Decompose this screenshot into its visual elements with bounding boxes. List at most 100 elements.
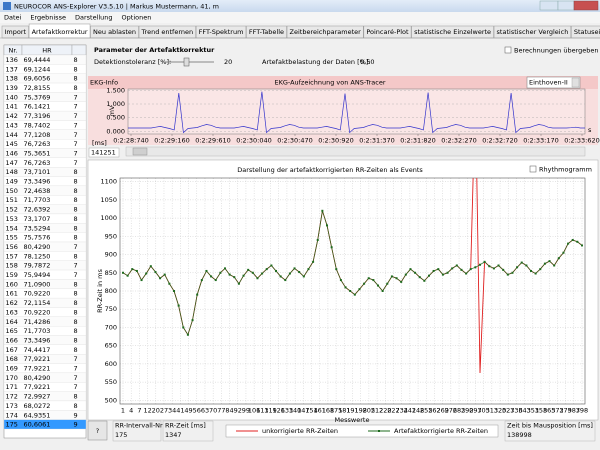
table-cell: 146: [6, 149, 18, 157]
x-tick-label: 205: [363, 407, 375, 415]
rr-point: [233, 276, 236, 279]
rr-point: [270, 264, 273, 267]
rr-point: [140, 279, 143, 282]
minimize-button[interactable]: [539, 0, 559, 11]
table-cell: 79,7872: [24, 262, 51, 270]
scrollbar-thumb[interactable]: [132, 147, 148, 156]
y-tick-label: 1.000: [106, 100, 125, 108]
x-tick-label: 113: [256, 407, 268, 415]
rr-point: [256, 277, 259, 280]
rr-point: [265, 268, 268, 271]
table-cell: 173: [6, 402, 18, 410]
x-tick-label: 0:2:29:160: [154, 137, 190, 145]
x-tick-label: 0:2:29:610: [195, 137, 231, 145]
menu-item[interactable]: Optionen: [122, 14, 152, 22]
table-cell: 8: [74, 178, 78, 186]
tab[interactable]: [571, 25, 600, 39]
x-tick-label: 297: [469, 407, 481, 415]
table-cell: 8: [74, 252, 78, 260]
rr-line: [122, 210, 583, 336]
x-tick-label: 147: [297, 407, 309, 415]
rr-point: [386, 282, 389, 285]
checkbox[interactable]: [504, 46, 512, 54]
rr-point: [432, 269, 435, 272]
rr-point: [186, 333, 189, 336]
plot-frame: [119, 177, 586, 405]
table-cell: 148: [6, 168, 18, 176]
help-button[interactable]: [87, 420, 108, 441]
rr-point: [200, 279, 203, 282]
menu-item[interactable]: Datei: [4, 14, 22, 22]
x-tick-label: 365: [543, 407, 555, 415]
rr-point: [298, 271, 301, 274]
parameter-title: Parameter der Artefaktkorrektur: [94, 46, 215, 54]
rr-point: [261, 272, 264, 275]
rr-point: [228, 273, 231, 276]
y-tick-label: 1100: [100, 178, 117, 186]
table-cell: 172: [6, 393, 18, 401]
tab-label: Poincaré-Plot: [366, 28, 409, 36]
table-cell: 76,7263: [24, 159, 51, 167]
ekg-header: [88, 76, 598, 89]
lead-dropdown[interactable]: [526, 76, 581, 89]
table-cell: 170: [6, 374, 18, 382]
table-cell: 8: [74, 56, 78, 64]
legend-label: Artefaktkorrigierte RR-Zeiten: [394, 427, 488, 435]
rr-point: [237, 282, 240, 285]
rr-point: [492, 267, 495, 270]
x-tick-label: 12: [143, 407, 151, 415]
x-tick-label: 20: [152, 407, 160, 415]
table-cell: 149: [6, 178, 18, 186]
rr-point: [219, 271, 222, 274]
legend-label: unkorrigierte RR-Zeiten: [262, 427, 338, 435]
y-axis-label: mV: [108, 105, 116, 116]
tab-label: Trend entfernen: [141, 28, 194, 36]
rr-point: [372, 279, 375, 282]
x-tick-label: 168: [322, 407, 334, 415]
rr-point: [400, 280, 403, 283]
rr-point: [557, 257, 560, 260]
table-cell: 7: [74, 159, 78, 167]
rr-point: [182, 326, 185, 329]
rr-point: [483, 260, 486, 263]
menu-item[interactable]: Ergebnisse: [30, 14, 66, 22]
table-cell: 8: [74, 196, 78, 204]
rr-panel: [87, 159, 599, 421]
y-tick-label: 900: [105, 251, 117, 259]
parameter-value: 0,50: [360, 58, 374, 66]
y-tick-label: 600: [105, 360, 117, 368]
rr-point: [159, 277, 162, 280]
table-cell: 7: [74, 365, 78, 373]
table-cell: 155: [6, 234, 18, 242]
tab-label: statistischer Vergleich: [497, 28, 569, 36]
table-cell: 7: [74, 103, 78, 111]
menu-item[interactable]: Darstellung: [75, 14, 113, 22]
maximize-button[interactable]: [557, 0, 575, 11]
x-tick-label: 343: [518, 407, 530, 415]
table-cell: 68,0272: [24, 402, 51, 410]
table-cell: 76,1421: [24, 103, 51, 111]
close-button[interactable]: [573, 0, 599, 11]
position-label: [ms]: [92, 139, 107, 147]
table-row[interactable]: [3, 419, 87, 430]
table-cell: 157: [6, 252, 18, 260]
slider-thumb[interactable]: [183, 57, 190, 67]
rr-point: [344, 286, 347, 289]
interval-box: [112, 420, 162, 442]
table-cell: 72,4638: [24, 187, 51, 195]
table-cell: 78,1250: [24, 252, 51, 260]
x-tick-label: 154: [305, 407, 317, 415]
ekg-scrollbar[interactable]: [125, 146, 586, 157]
x-tick-label: 70: [209, 407, 217, 415]
checkbox[interactable]: [529, 165, 537, 173]
table-cell: 8: [74, 290, 78, 298]
chart-title: Darstellung der artefaktkorrigierten RR-…: [237, 166, 423, 174]
table-cell: 71,7703: [24, 196, 51, 204]
table-cell: 78,7402: [24, 121, 51, 129]
table-cell: 139: [6, 84, 18, 92]
legend-marker: [378, 430, 380, 432]
y-tick-label: 850: [105, 269, 117, 277]
table-cell: 169: [6, 365, 18, 373]
table-cell: 162: [6, 299, 18, 307]
table-cell: 9: [74, 421, 78, 429]
